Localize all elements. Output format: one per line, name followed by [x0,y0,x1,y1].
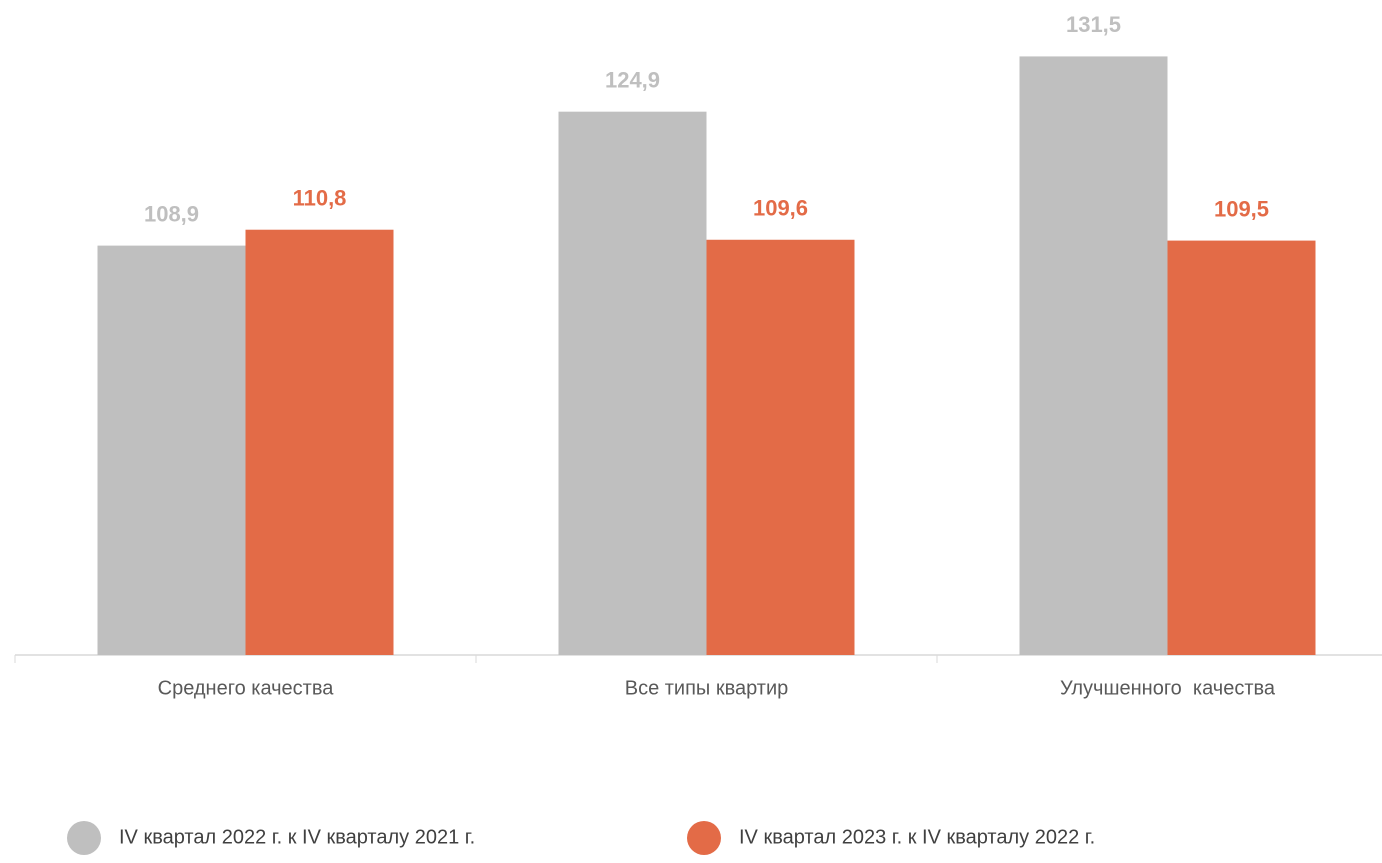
value-label: 109,6 [753,196,808,221]
bar [245,229,394,655]
bar [1167,240,1316,655]
legend-label: IV квартал 2022 г. к IV кварталу 2021 г. [119,826,475,848]
bar [558,111,707,655]
x-tick-label: Все типы квартир [625,677,789,699]
bar [1019,56,1168,655]
value-label: 108,9 [144,201,199,226]
legend-marker [67,821,101,855]
bar [97,245,246,655]
x-tick-label: Улучшенного качества [1060,677,1276,699]
legend-label: IV квартал 2023 г. к IV кварталу 2022 г. [739,826,1095,848]
value-label: 131,5 [1066,12,1121,37]
value-label: 109,5 [1214,196,1269,221]
value-label: 110,8 [293,186,347,211]
legend-marker [687,821,721,855]
bar [706,239,855,655]
x-tick-label: Среднего качества [158,677,335,699]
value-label: 124,9 [605,67,660,92]
